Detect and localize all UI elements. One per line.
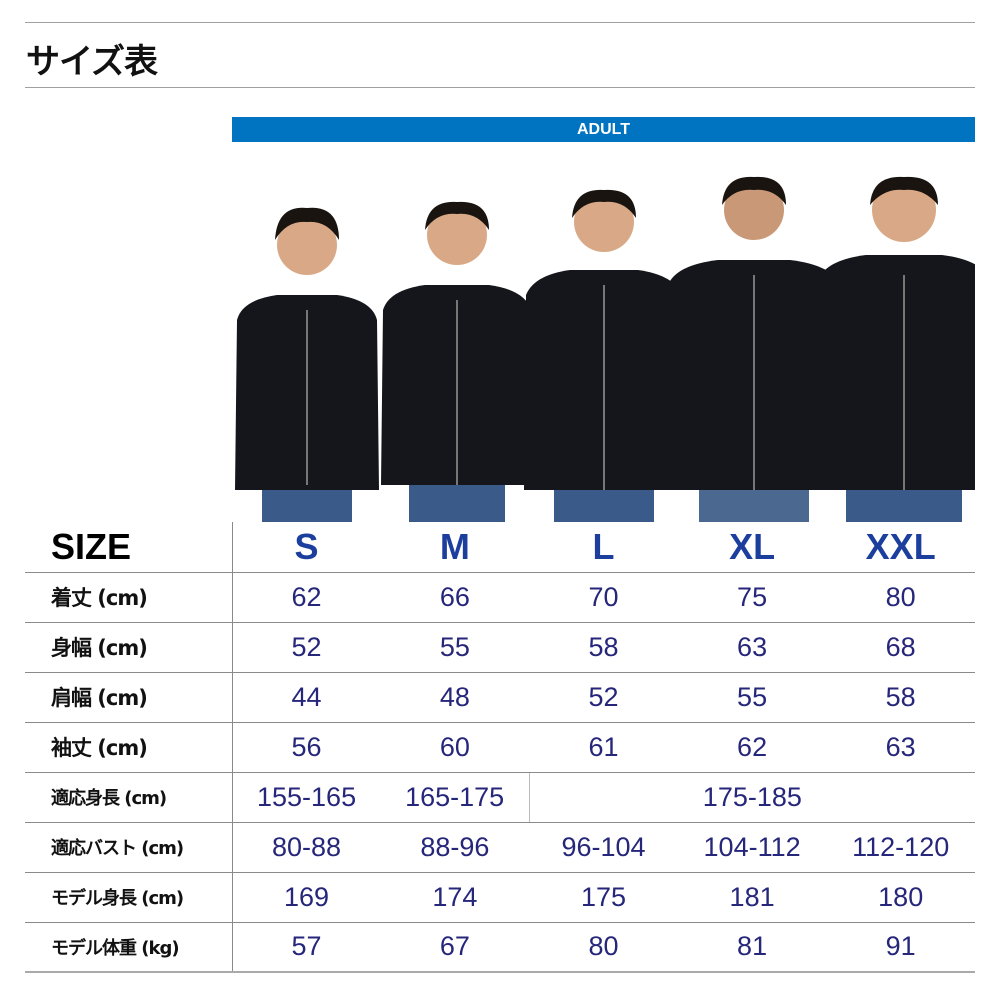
- size-header-label: SIZE: [25, 522, 233, 573]
- model-m: [381, 201, 533, 522]
- row-label: 身幅 (cm): [25, 622, 233, 673]
- cell: 165-175: [380, 772, 530, 823]
- cell: 169: [232, 872, 381, 923]
- cell: 70: [529, 572, 678, 623]
- table-row: モデル身長 (cm) 169 174 175 181 180: [25, 872, 975, 923]
- row-label: 着丈 (cm): [25, 572, 233, 623]
- size-xxl: XXL: [826, 522, 975, 573]
- cell: 155-165: [232, 772, 381, 823]
- model-xl: [666, 176, 842, 522]
- size-xl: XL: [677, 522, 827, 573]
- row-label: 適応身長 (cm): [25, 772, 233, 823]
- model-xxl: [816, 176, 975, 522]
- page-title: サイズ表: [26, 42, 158, 82]
- cell: 112-120: [826, 822, 975, 873]
- size-table: SIZE S M L XL XXL 着丈 (cm) 62 66 70 75 80 身幅 …: [25, 522, 975, 973]
- table-row: 袖丈 (cm) 56 60 61 62 63: [25, 722, 975, 773]
- cell: 80: [529, 922, 678, 973]
- table-row: 肩幅 (cm) 44 48 52 55 58: [25, 672, 975, 723]
- row-label: モデル身長 (cm): [25, 872, 233, 923]
- cell: 75: [677, 572, 827, 623]
- cell: 66: [380, 572, 530, 623]
- cell: 60: [380, 722, 530, 773]
- cell: 55: [677, 672, 827, 723]
- model-s: [235, 207, 379, 522]
- title-divider: [25, 87, 975, 88]
- cell: 181: [677, 872, 827, 923]
- cell: 58: [529, 622, 678, 673]
- cell: 91: [826, 922, 975, 973]
- cell: 58: [826, 672, 975, 723]
- cell: 180: [826, 872, 975, 923]
- cell: 104-112: [677, 822, 827, 873]
- table-row: 着丈 (cm) 62 66 70 75 80: [25, 572, 975, 623]
- cell: 57: [232, 922, 381, 973]
- cell: 174: [380, 872, 530, 923]
- cell: 63: [677, 622, 827, 673]
- table-row: モデル体重 (kg) 57 67 80 81 91: [25, 922, 975, 973]
- top-divider: [25, 22, 975, 23]
- size-l: L: [529, 522, 678, 573]
- cell: 44: [232, 672, 381, 723]
- cell: 56: [232, 722, 381, 773]
- cell: 81: [677, 922, 827, 973]
- row-label: 袖丈 (cm): [25, 722, 233, 773]
- adult-band: ADULT: [232, 117, 975, 142]
- model-l: [524, 189, 684, 522]
- row-label: 肩幅 (cm): [25, 672, 233, 723]
- size-s: S: [232, 522, 381, 573]
- cell: 61: [529, 722, 678, 773]
- size-header-row: SIZE S M L XL XXL: [25, 522, 975, 573]
- table-row: 適応バスト (cm) 80-88 88-96 96-104 104-112 112-12…: [25, 822, 975, 873]
- cell: 88-96: [380, 822, 530, 873]
- cell: 62: [677, 722, 827, 773]
- cell: 63: [826, 722, 975, 773]
- cell: 62: [232, 572, 381, 623]
- row-label: モデル体重 (kg): [25, 922, 233, 973]
- cell: 175: [529, 872, 678, 923]
- cell: 68: [826, 622, 975, 673]
- cell: 55: [380, 622, 530, 673]
- cell-merged: 175-185: [528, 772, 975, 823]
- cell: 52: [232, 622, 381, 673]
- table-row: 身幅 (cm) 52 55 58 63 68: [25, 622, 975, 673]
- table-row: 適応身長 (cm) 155-165 165-175 175-185: [25, 772, 975, 823]
- cell: 48: [380, 672, 530, 723]
- cell: 52: [529, 672, 678, 723]
- cell: 67: [380, 922, 530, 973]
- cell: 80: [826, 572, 975, 623]
- cell: 96-104: [529, 822, 678, 873]
- cell: 80-88: [232, 822, 381, 873]
- size-m: M: [380, 522, 530, 573]
- model-photos: [235, 176, 975, 522]
- row-label: 適応バスト (cm): [25, 822, 233, 873]
